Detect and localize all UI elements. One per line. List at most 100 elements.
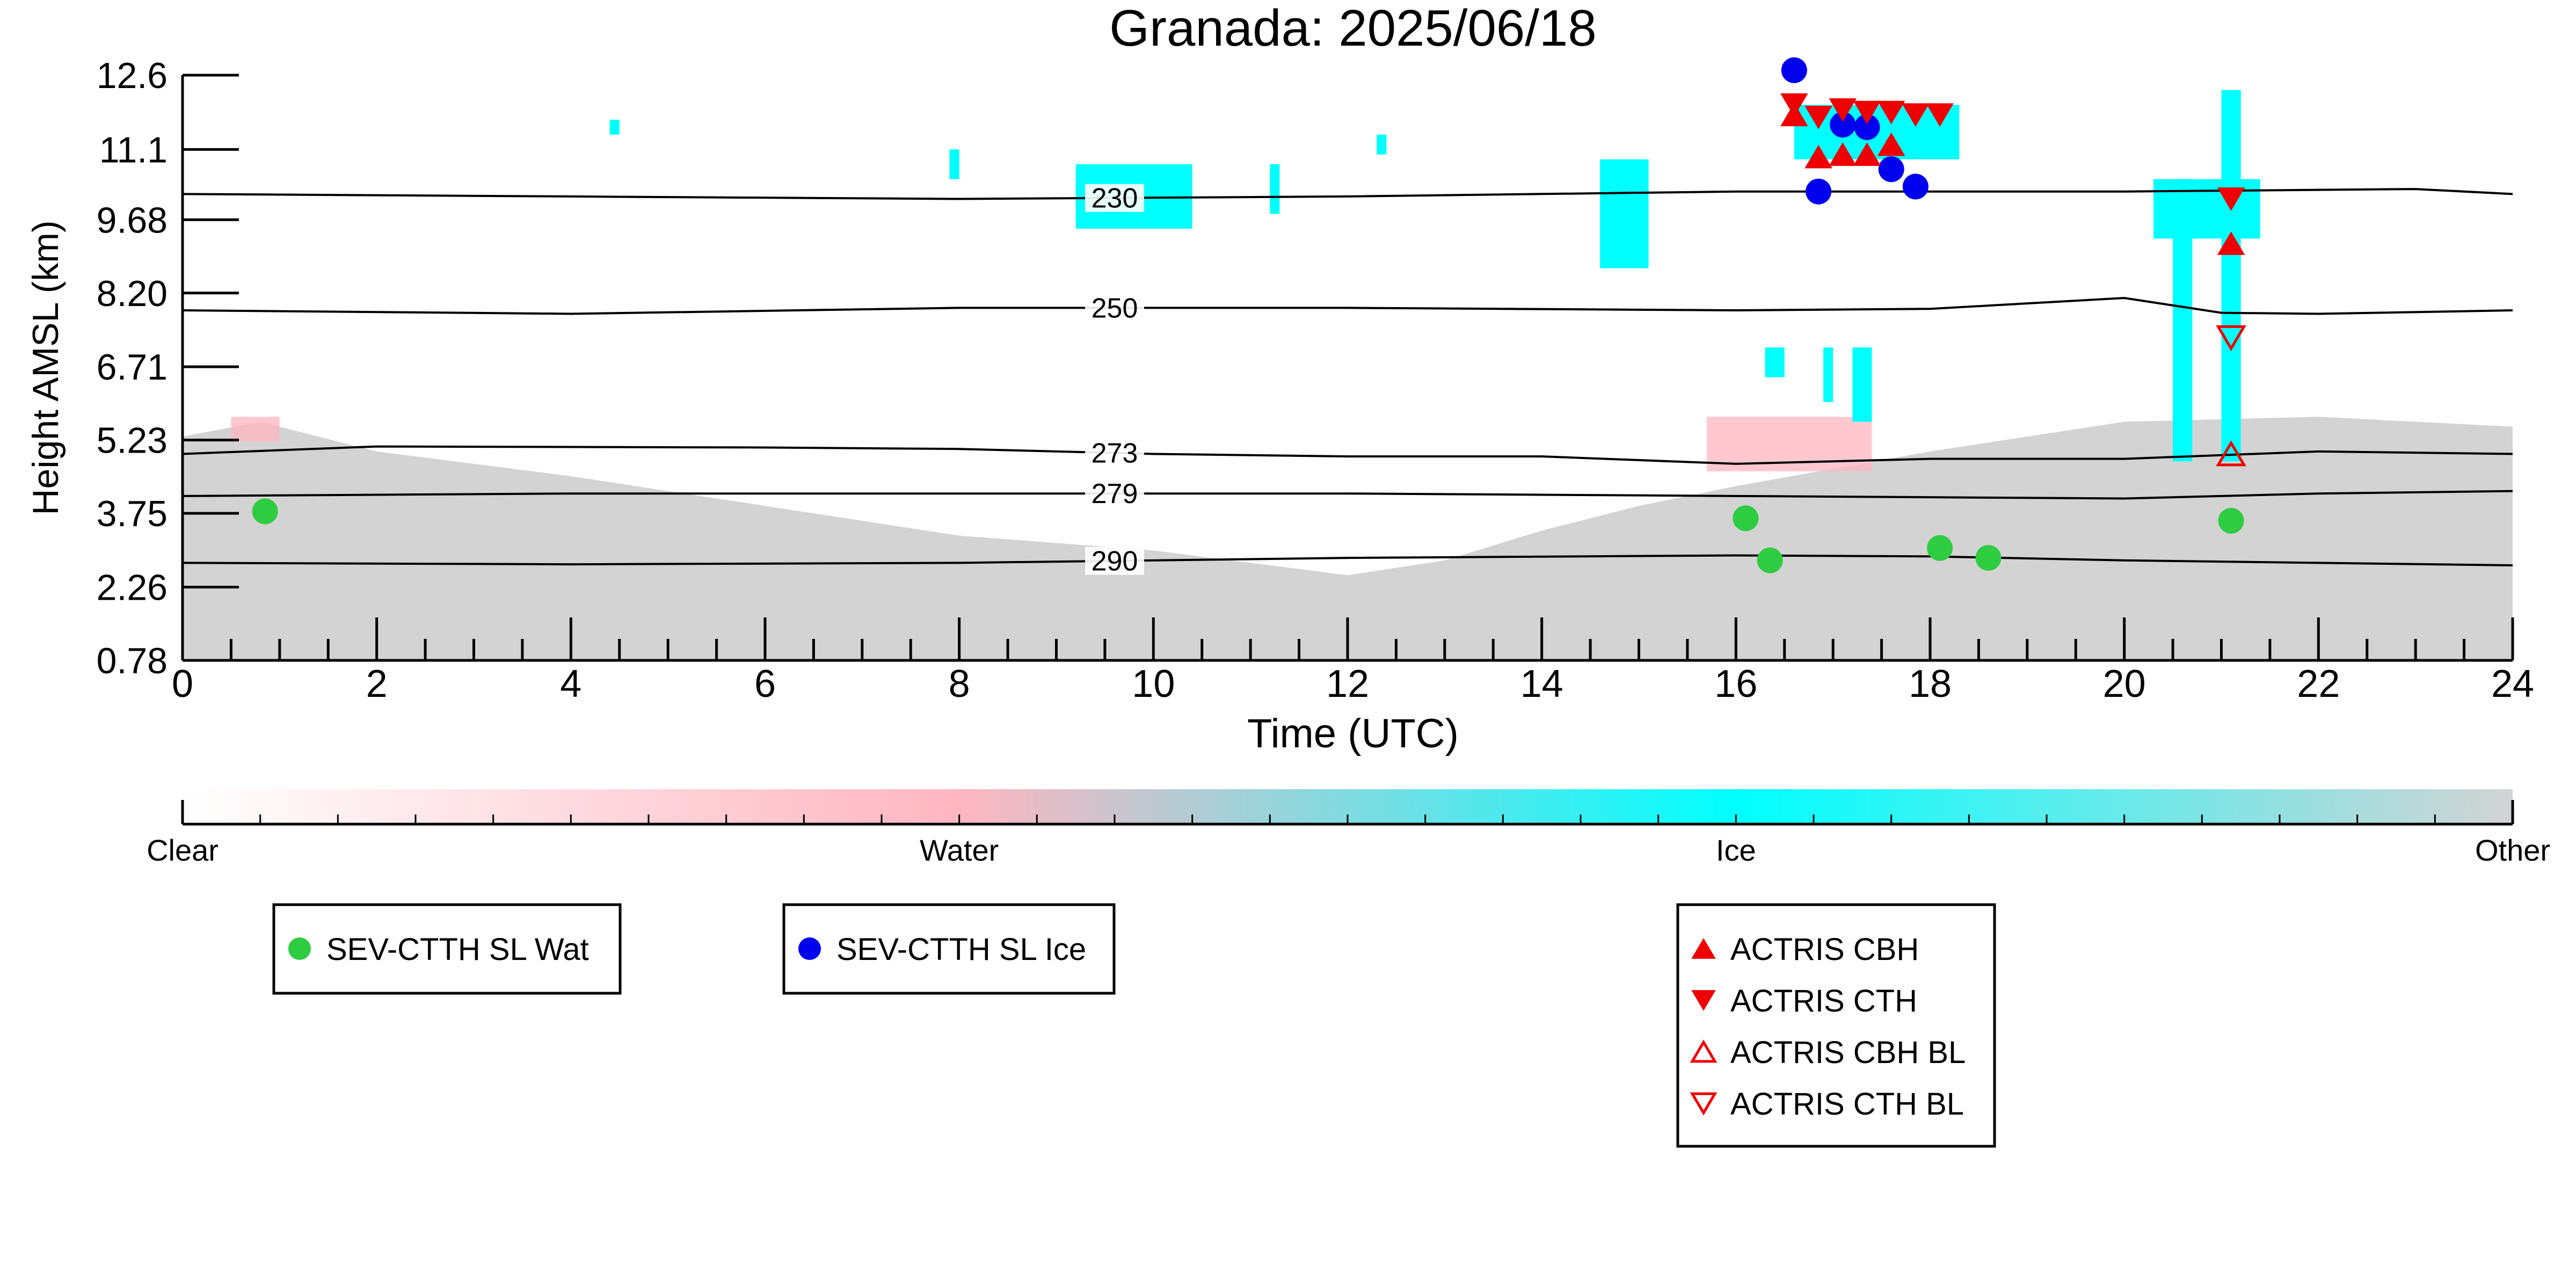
y-tick-label: 8.20 [97, 273, 168, 314]
x-tick-label: 0 [172, 663, 193, 705]
triangle-down-marker [1690, 1092, 1718, 1116]
x-tick-label: 8 [949, 663, 970, 705]
triangle-down-marker [1877, 100, 1905, 125]
isotherm-label-bg [1085, 184, 1144, 212]
triangle-up-marker [2217, 231, 2245, 255]
ice-class-region [2221, 90, 2241, 462]
x-tick-label: 24 [2491, 663, 2534, 705]
isotherm-lines: 230 250 273 279 290 [182, 183, 2513, 577]
triangle-down-marker [1829, 98, 1857, 122]
isotherm-label: 250 [1091, 293, 1138, 324]
legend-frame [272, 903, 622, 995]
colorbar-label: Ice [1716, 833, 1756, 867]
isotherm-label-bg [1085, 294, 1144, 322]
ice-class-region [1600, 159, 1649, 268]
y-tick-label: 2.26 [97, 567, 168, 608]
triangle-up-marker [1804, 144, 1832, 169]
legend-entry-label: ACTRIS CTH [1730, 984, 1917, 1018]
legend-frame [782, 903, 1116, 995]
circle-marker [1975, 545, 2002, 571]
ice-class-region [1765, 347, 1785, 377]
isotherm-label-bg [1085, 547, 1144, 575]
legend-entry-label: ACTRIS CBH [1730, 932, 1919, 967]
plot-area [183, 90, 2513, 660]
legend-box: ACTRIS CBH ACTRIS CTH ACTRIS CBH BL ACTRIS … [1676, 903, 1996, 1148]
circle-marker [798, 937, 821, 960]
colorbar-label: Clear [147, 833, 219, 867]
legend-frame [1676, 903, 1996, 1148]
y-tick-label: 0.78 [97, 641, 168, 681]
other-class-region [183, 417, 2513, 660]
x-tick-label: 12 [1326, 663, 1369, 705]
triangle-up-marker [1691, 938, 1716, 959]
isotherm-label-bg [1085, 479, 1144, 508]
y-tick-label: 5.23 [97, 420, 168, 461]
x-tick-label: 20 [2103, 663, 2146, 705]
x-tick-label: 6 [754, 663, 776, 705]
circle-marker [1781, 57, 1807, 83]
triangle-up-marker [1829, 142, 1857, 166]
legend-entry-label: ACTRIS CBH BL [1730, 1035, 1966, 1070]
x-axis-label: Time (UTC) [1247, 711, 1459, 756]
y-tick-label: 6.71 [97, 347, 168, 388]
x-tick-label: 10 [1132, 663, 1175, 705]
triangle-down-marker [2217, 187, 2245, 211]
y-tick-label: 12.6 [97, 55, 168, 96]
y-tick-label: 11.1 [99, 129, 168, 170]
legend-entry-label: SEV-CTTH SL Ice [836, 932, 1086, 967]
isotherm-label: 230 [1091, 183, 1138, 214]
x-tick-label: 14 [1520, 663, 1563, 705]
x-tick-label: 18 [1909, 663, 1952, 705]
ice-class-region [609, 119, 620, 135]
colorbar-label: Other [2475, 833, 2550, 867]
isotherm-label: 290 [1091, 546, 1138, 577]
circle-marker [252, 498, 278, 525]
water-class-region [231, 417, 280, 442]
data-markers [252, 57, 2246, 573]
legend-box: SEV-CTTH SL Wat [272, 903, 622, 995]
ice-class-region [1852, 347, 1872, 422]
colorbar: Clear Water Ice Other [147, 789, 2550, 867]
isotherm-label-bg [1085, 439, 1144, 467]
legend-entry-label: SEV-CTTH SL Wat [326, 932, 589, 967]
circle-marker [2218, 507, 2244, 534]
isotherm-line [182, 554, 2513, 566]
circle-marker [1854, 114, 1880, 140]
triangle-down-marker [2216, 325, 2246, 352]
triangle-down-marker [1902, 103, 1930, 127]
x-tick-label: 2 [366, 663, 388, 705]
ice-class-region [1270, 164, 1280, 214]
ice-class-region [949, 149, 959, 179]
colorbar-label: Water [920, 833, 999, 867]
chart-title: Granada: 2025/06/18 [1109, 0, 1596, 57]
legend-box: SEV-CTTH SL Ice [782, 903, 1116, 995]
isotherm-line [182, 296, 2513, 315]
circle-marker [1806, 178, 1832, 205]
isotherm-line [182, 188, 2513, 200]
y-tick-label: 3.75 [97, 493, 168, 534]
isotherm-line [182, 445, 2513, 465]
isotherm-label: 279 [1091, 478, 1138, 510]
circle-marker [1733, 505, 1759, 532]
circle-marker [1927, 535, 1953, 561]
isotherm-line [182, 490, 2513, 500]
triangle-up-marker [1877, 132, 1905, 156]
triangle-down-marker [1926, 103, 1954, 127]
legend-entry-label: ACTRIS CTH BL [1730, 1087, 1964, 1122]
circle-marker [1830, 112, 1856, 138]
circle-marker [1878, 156, 1904, 183]
isotherm-label: 273 [1091, 438, 1138, 469]
legends: SEV-CTTH SL Wat SEV-CTTH SL Ice ACTRIS CBH… [272, 903, 1996, 1148]
ice-class-region [1377, 134, 1387, 155]
triangle-up-marker [1690, 1039, 1718, 1063]
triangle-up-marker [1853, 142, 1881, 166]
y-tick-label: 9.68 [97, 200, 168, 241]
y-axis-label: Height AMSL (km) [25, 220, 66, 515]
triangle-down-marker [1804, 105, 1832, 129]
triangle-down-marker [1853, 100, 1881, 125]
circle-marker [1902, 173, 1929, 200]
x-tick-label: 4 [560, 663, 581, 705]
x-tick-label: 22 [2297, 663, 2340, 705]
